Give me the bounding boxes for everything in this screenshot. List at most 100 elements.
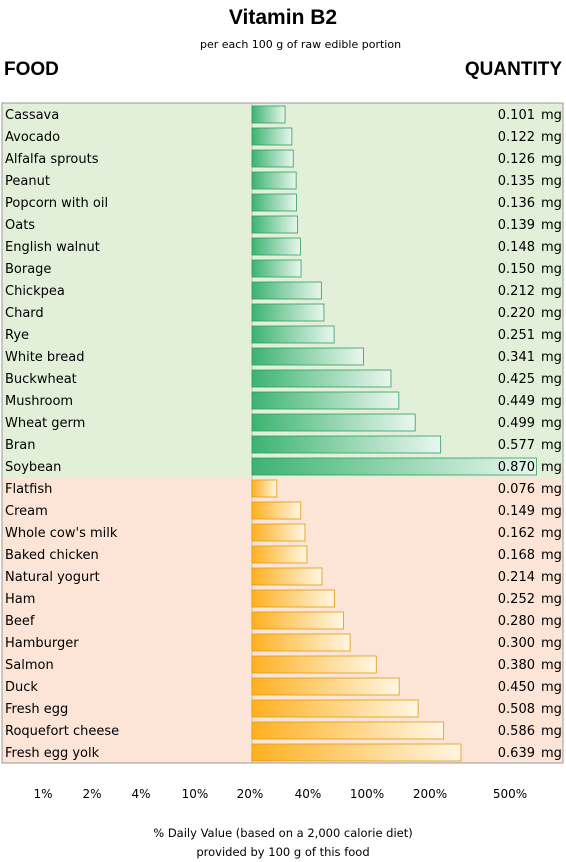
- bar: [251, 347, 364, 366]
- bar: [251, 677, 400, 696]
- value-label: 0.508: [498, 702, 535, 717]
- food-label: Popcorn with oil: [5, 196, 108, 211]
- unit-label: mg: [541, 196, 562, 211]
- value-label: 0.162: [498, 526, 535, 541]
- unit-label: mg: [541, 460, 562, 475]
- value-label: 0.139: [498, 218, 535, 233]
- value-label: 0.280: [498, 614, 535, 629]
- unit-label: mg: [541, 130, 562, 145]
- bar: [251, 435, 442, 454]
- value-label: 0.341: [498, 350, 535, 365]
- food-label: White bread: [5, 350, 84, 365]
- value-label: 0.300: [498, 636, 535, 651]
- bar: [251, 215, 298, 234]
- bar: [251, 523, 306, 542]
- x-tick-label: 1%: [33, 787, 52, 801]
- x-axis-label-line1: % Daily Value (based on a 2,000 calorie …: [153, 826, 413, 840]
- x-tick-label: 2%: [82, 787, 101, 801]
- unit-label: mg: [541, 724, 562, 739]
- bar: [251, 149, 294, 168]
- x-tick-label: 100%: [350, 787, 384, 801]
- bar: [251, 193, 297, 212]
- food-label: Bran: [5, 438, 35, 453]
- unit-label: mg: [541, 284, 562, 299]
- x-tick-label: 20%: [237, 787, 264, 801]
- value-label: 0.380: [498, 658, 535, 673]
- food-label: Whole cow's milk: [5, 526, 118, 541]
- value-label: 0.252: [498, 592, 535, 607]
- bar: [251, 127, 293, 146]
- value-label: 0.150: [498, 262, 535, 277]
- bar: [251, 303, 325, 322]
- value-label: 0.639: [498, 746, 535, 761]
- food-label: Buckwheat: [5, 372, 77, 387]
- value-label: 0.425: [498, 372, 535, 387]
- unit-label: mg: [541, 152, 562, 167]
- food-label: Cassava: [5, 108, 59, 123]
- bar: [251, 281, 322, 300]
- food-label: Baked chicken: [5, 548, 99, 563]
- food-label: Oats: [5, 218, 35, 233]
- bar: [251, 237, 301, 256]
- bar: [251, 171, 297, 190]
- unit-label: mg: [541, 306, 562, 321]
- value-label: 0.586: [498, 724, 535, 739]
- unit-label: mg: [541, 702, 562, 717]
- food-label: Avocado: [5, 130, 60, 145]
- bar: [251, 457, 537, 476]
- unit-label: mg: [541, 328, 562, 343]
- unit-label: mg: [541, 658, 562, 673]
- unit-label: mg: [541, 262, 562, 277]
- bar: [251, 369, 392, 388]
- chart-title: Vitamin B2: [228, 6, 338, 29]
- unit-label: mg: [541, 174, 562, 189]
- unit-label: mg: [541, 746, 562, 761]
- value-label: 0.450: [498, 680, 535, 695]
- food-label: Flatfish: [5, 482, 52, 497]
- bar: [251, 743, 462, 762]
- value-label: 0.101: [498, 108, 535, 123]
- x-tick-label: 40%: [295, 787, 322, 801]
- unit-label: mg: [541, 416, 562, 431]
- food-label: Rye: [5, 328, 29, 343]
- food-label: Beef: [5, 614, 35, 629]
- value-label: 0.135: [498, 174, 535, 189]
- bar: [251, 501, 302, 520]
- value-label: 0.168: [498, 548, 535, 563]
- unit-label: mg: [541, 526, 562, 541]
- unit-label: mg: [541, 570, 562, 585]
- food-label: Fresh egg yolk: [5, 746, 100, 761]
- bar: [251, 699, 419, 718]
- unit-label: mg: [541, 350, 562, 365]
- bar: [251, 479, 278, 498]
- food-label: Natural yogurt: [5, 570, 100, 585]
- unit-label: mg: [541, 240, 562, 255]
- bar: [251, 105, 286, 124]
- quantity-column-header: QUANTITY: [464, 59, 562, 80]
- bar: [251, 655, 377, 674]
- value-label: 0.220: [498, 306, 535, 321]
- value-label: 0.212: [498, 284, 535, 299]
- food-label: Hamburger: [5, 636, 79, 651]
- x-tick-label: 500%: [493, 787, 527, 801]
- unit-label: mg: [541, 548, 562, 563]
- chart-subtitle: per each 100 g of raw edible portion: [200, 38, 402, 51]
- value-label: 0.214: [498, 570, 535, 585]
- food-label: Cream: [5, 504, 48, 519]
- bar: [251, 721, 445, 740]
- value-label: 0.148: [498, 240, 535, 255]
- food-label: Fresh egg: [5, 702, 68, 717]
- food-label: Salmon: [5, 658, 54, 673]
- food-label: Soybean: [5, 460, 61, 475]
- value-label: 0.870: [498, 460, 535, 475]
- x-axis-label-line2: provided by 100 g of this food: [196, 845, 370, 859]
- value-label: 0.449: [498, 394, 535, 409]
- bar: [251, 633, 351, 652]
- value-label: 0.126: [498, 152, 535, 167]
- food-label: Duck: [5, 680, 38, 695]
- food-label: Wheat germ: [5, 416, 85, 431]
- bar: [251, 325, 335, 344]
- food-label: English walnut: [5, 240, 100, 255]
- unit-label: mg: [541, 394, 562, 409]
